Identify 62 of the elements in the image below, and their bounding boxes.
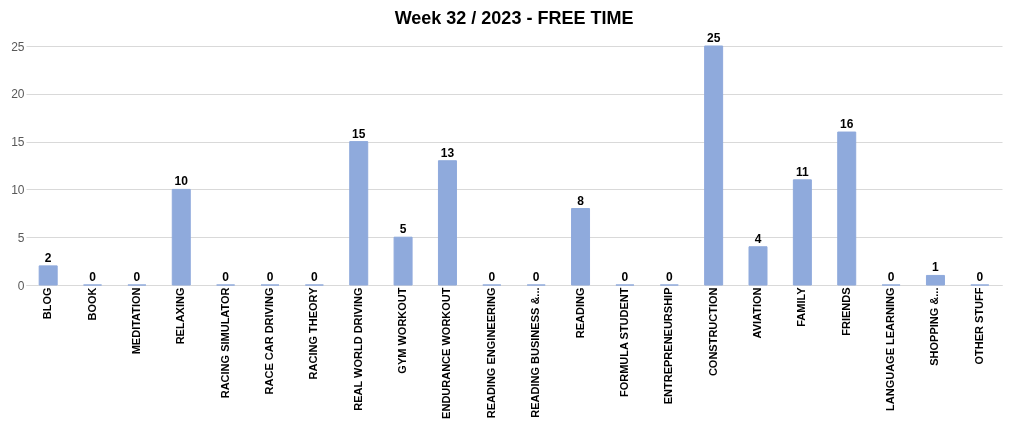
bar <box>393 236 413 286</box>
data-label: 0 <box>89 270 97 284</box>
bar <box>571 208 591 286</box>
data-label: 0 <box>488 270 496 284</box>
bar <box>349 141 369 286</box>
data-label: 10 <box>174 174 189 189</box>
x-tick-label: REAL WORLD DRIVING <box>351 287 364 411</box>
x-tick-label: SHOPPING &... <box>928 287 941 366</box>
bar <box>748 246 768 286</box>
data-label: 11 <box>796 164 810 179</box>
y-tick-label: 5 <box>17 230 25 245</box>
y-tick-label: 10 <box>11 182 25 197</box>
x-tick-label: ENTREPRENEURSHIP <box>662 287 675 405</box>
x-tick-label: FRIENDS <box>839 287 852 336</box>
data-label: 16 <box>840 117 854 132</box>
data-label: 13 <box>440 145 455 160</box>
data-label: 2 <box>44 250 52 265</box>
bar <box>171 188 191 286</box>
x-tick-label: MEDITATION <box>129 287 142 355</box>
x-tick-label: READING ENGINEERING <box>484 287 497 419</box>
data-label: 4 <box>754 231 762 246</box>
bar <box>704 45 724 286</box>
y-tick-label: 20 <box>11 87 25 102</box>
chart-title: Week 32 / 2023 - FREE TIME <box>394 8 634 28</box>
data-label: 15 <box>352 126 366 141</box>
x-tick-label: LANGUAGE LEARNING <box>884 287 897 411</box>
data-label: 25 <box>706 31 721 45</box>
x-tick-label: READING <box>573 287 586 339</box>
y-tick-label: 0 <box>17 278 25 293</box>
x-tick-label: GYM WORKOUT <box>396 287 409 374</box>
bar <box>925 274 945 286</box>
bar <box>437 160 457 286</box>
x-tick-label: FORMULA STUDENT <box>617 287 630 398</box>
x-tick-label: BOOK <box>85 287 98 321</box>
y-tick-label: 25 <box>11 39 25 54</box>
x-tick-label: AVIATION <box>751 287 763 339</box>
data-label: 0 <box>222 270 230 284</box>
x-tick-label: CONSTRUCTION <box>706 287 719 377</box>
x-tick-label: RELAXING <box>174 287 187 345</box>
y-tick-label: 15 <box>11 135 25 150</box>
data-label: 0 <box>266 270 274 284</box>
bar <box>792 179 812 286</box>
x-tick-label: OTHER STUFF <box>972 287 985 365</box>
x-tick-label: ENDURANCE WORKOUT <box>440 287 453 419</box>
data-label: 0 <box>976 270 984 284</box>
x-tick-label: RACE CAR DRIVING <box>263 287 275 395</box>
x-tick-label: RACING SIMULATOR <box>218 287 231 399</box>
bar <box>38 265 58 286</box>
data-label: 0 <box>621 270 629 284</box>
data-label: 8 <box>577 193 585 208</box>
x-tick-label: BLOG <box>41 287 54 320</box>
data-label: 0 <box>311 270 319 284</box>
data-label: 1 <box>932 260 940 275</box>
data-label: 0 <box>887 270 895 284</box>
data-label: 0 <box>532 270 540 284</box>
x-tick-label: READING BUSINESS &... <box>529 287 542 418</box>
data-label: 0 <box>665 270 673 284</box>
data-label: 0 <box>133 270 141 284</box>
bar <box>837 131 857 286</box>
x-tick-label: RACING THEORY <box>307 286 320 380</box>
data-label: 5 <box>399 222 407 237</box>
x-tick-label: FAMILY <box>795 286 808 327</box>
